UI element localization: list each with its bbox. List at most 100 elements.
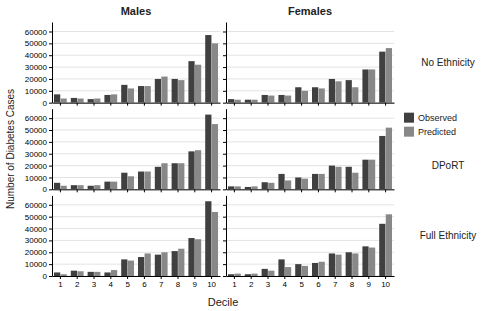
bar-series	[54, 115, 211, 190]
tick	[223, 31, 226, 32]
grid-line	[52, 90, 220, 91]
tick-label: 50000	[25, 213, 48, 222]
bar	[188, 238, 194, 276]
tick-mark	[223, 189, 226, 190]
tick-mark	[60, 103, 61, 106]
chart-root: 0100002000030000400005000060000MalesNumb…	[0, 0, 500, 311]
tick	[368, 189, 369, 192]
tick-label: 10	[381, 280, 390, 289]
tick: 10	[381, 276, 390, 289]
bar	[104, 272, 110, 276]
bar-series	[235, 214, 392, 276]
y-axis: 0100002000030000400005000060000	[25, 109, 53, 194]
bar	[172, 251, 178, 276]
bar	[145, 86, 151, 103]
bar	[94, 272, 100, 276]
bar	[205, 115, 211, 190]
tick-mark	[223, 264, 226, 265]
tick-mark	[49, 240, 52, 241]
bar	[278, 95, 284, 103]
panel: 0100002000030000400005000060000123456789…	[25, 196, 221, 289]
grid-line	[52, 43, 220, 44]
tick-mark	[60, 276, 61, 279]
bar	[104, 182, 110, 190]
tick-mark	[77, 189, 78, 192]
tick-mark	[301, 103, 302, 106]
tick	[223, 217, 226, 218]
bar	[346, 252, 352, 276]
tick-label: 50000	[25, 126, 48, 135]
tick-mark	[223, 177, 226, 178]
bar	[61, 186, 67, 190]
bar	[235, 100, 241, 103]
bar	[379, 224, 385, 276]
tick	[352, 189, 353, 192]
bar	[302, 91, 308, 103]
bar	[335, 167, 341, 190]
tick-label: 50000	[25, 39, 48, 48]
bar	[362, 69, 368, 102]
tick-mark	[94, 189, 95, 192]
tick	[284, 103, 285, 106]
bar	[319, 174, 325, 189]
grid-line	[226, 141, 394, 142]
bars	[228, 128, 392, 190]
legend-label: Observed	[418, 113, 457, 123]
bar	[352, 173, 358, 190]
tick-label: 4	[283, 280, 288, 289]
tick	[127, 103, 128, 106]
tick: 40000	[25, 138, 52, 147]
bars	[228, 48, 392, 103]
tick-label: 60000	[25, 114, 48, 123]
bar-series	[61, 43, 218, 102]
tick-label: 3	[266, 280, 271, 289]
tick	[94, 103, 95, 106]
tick	[211, 103, 212, 106]
bar	[205, 201, 211, 276]
bar	[71, 98, 77, 103]
tick-label: 5	[125, 280, 130, 289]
bar	[302, 266, 308, 276]
panel: 12345678910	[223, 196, 395, 289]
bar	[319, 262, 325, 276]
tick: 30000	[25, 236, 52, 245]
tick-mark	[211, 103, 212, 106]
bar	[251, 186, 257, 189]
tick: 50000	[25, 126, 52, 135]
tick-mark	[335, 189, 336, 192]
bar	[178, 163, 184, 189]
tick: 20000	[25, 162, 52, 171]
bar	[195, 150, 201, 189]
tick-label: 60000	[25, 201, 48, 210]
tick: 40000	[25, 51, 52, 60]
tick: 0	[43, 272, 52, 281]
tick-mark	[268, 103, 269, 106]
tick-mark	[144, 189, 145, 192]
y-axis	[223, 23, 227, 104]
tick: 0	[43, 99, 52, 108]
bars	[228, 214, 392, 276]
tick-mark	[49, 252, 52, 253]
bar	[104, 95, 110, 103]
tick	[110, 189, 111, 192]
tick	[335, 103, 336, 106]
tick	[194, 103, 195, 106]
tick-mark	[110, 276, 111, 279]
axis-line	[52, 23, 53, 104]
bar	[212, 43, 218, 102]
tick	[223, 252, 226, 253]
tick	[223, 91, 226, 92]
bar	[172, 163, 178, 189]
tick	[223, 229, 226, 230]
grid-line	[226, 90, 394, 91]
tick-mark	[223, 91, 226, 92]
bar	[251, 274, 257, 276]
tick	[223, 189, 226, 190]
bar	[212, 124, 218, 189]
tick-mark	[368, 276, 369, 279]
grid-line	[226, 264, 394, 265]
grid-line	[52, 153, 220, 154]
tick	[178, 103, 179, 106]
tick-mark	[49, 43, 52, 44]
tick	[268, 103, 269, 106]
